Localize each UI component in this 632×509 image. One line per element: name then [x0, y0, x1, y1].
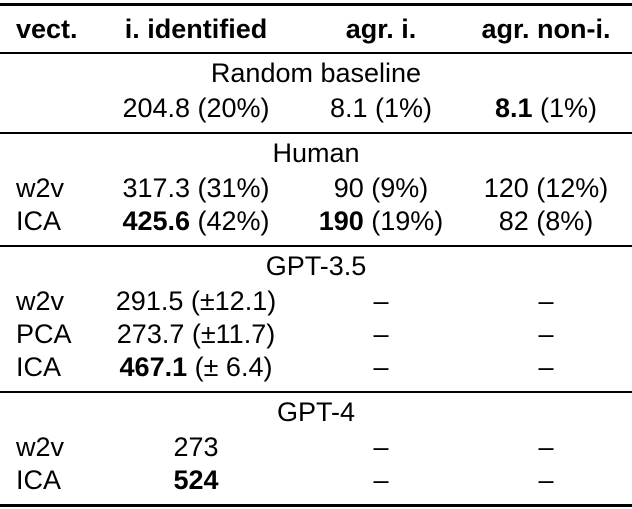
- section-title: Human: [272, 137, 360, 168]
- value: –: [373, 432, 389, 462]
- cell-vect: PCA: [16, 319, 72, 349]
- value-suffix: (12%): [528, 173, 609, 203]
- cell-identified: 204.8 (20%): [90, 92, 302, 133]
- value: 82: [498, 206, 529, 236]
- value-suffix: (20%): [190, 93, 270, 123]
- cell-vect: w2v: [16, 432, 65, 462]
- value: 90: [333, 173, 364, 203]
- value: 120: [483, 173, 529, 203]
- cell-agr-i: –: [302, 431, 460, 464]
- table-header: vect. i. identified agr. i. agr. non-i.: [0, 5, 632, 53]
- cell-identified: 273.7 (±11.7): [90, 318, 302, 351]
- value: 204.8: [122, 93, 191, 123]
- section-gpt-3-5: GPT-3.5 w2v 291.5 (±12.1) – – PCA 273.7 …: [0, 246, 632, 392]
- cell-agr-non-i: 8.1 (1%): [460, 92, 632, 133]
- cell-identified: 425.6 (42%): [90, 205, 302, 246]
- value-suffix: (± 6.4): [187, 352, 273, 382]
- value: 317.3: [122, 173, 191, 203]
- table-row: w2v 273 – –: [0, 431, 632, 464]
- section-title: GPT-4: [276, 396, 356, 427]
- value: –: [538, 319, 554, 349]
- section-title: Random baseline: [210, 57, 422, 88]
- value: 273: [173, 432, 219, 462]
- cell-identified: 317.3 (31%): [90, 172, 302, 205]
- table-row: ICA 524 – –: [0, 464, 632, 506]
- value: 425.6: [122, 206, 191, 236]
- value: –: [538, 432, 554, 462]
- value: 467.1: [119, 352, 188, 382]
- col-header-vect: vect.: [16, 13, 78, 44]
- cell-vect: w2v: [16, 173, 65, 203]
- cell-identified: 524: [90, 464, 302, 506]
- value-suffix: (31%): [190, 173, 270, 203]
- value: –: [373, 319, 389, 349]
- value-suffix: (42%): [190, 206, 270, 236]
- value-suffix: (±11.7): [184, 319, 276, 349]
- cell-agr-non-i: 82 (8%): [460, 205, 632, 246]
- value: 524: [173, 465, 219, 495]
- cell-agr-i: 190 (19%): [302, 205, 460, 246]
- table-row: 204.8 (20%) 8.1 (1%) 8.1 (1%): [0, 92, 632, 133]
- value: 291.5: [115, 286, 184, 316]
- cell-vect: [0, 92, 90, 133]
- value: –: [538, 465, 554, 495]
- section-title-row: GPT-3.5: [0, 246, 632, 285]
- cell-agr-non-i: 120 (12%): [460, 172, 632, 205]
- cell-identified: 291.5 (±12.1): [90, 285, 302, 318]
- cell-agr-non-i: –: [460, 285, 632, 318]
- table-row: PCA 273.7 (±11.7) – –: [0, 318, 632, 351]
- cell-vect: ICA: [16, 352, 62, 382]
- value-suffix: (9%): [363, 173, 429, 203]
- cell-identified: 273: [90, 431, 302, 464]
- cell-vect: ICA: [16, 465, 62, 495]
- header-row: vect. i. identified agr. i. agr. non-i.: [0, 5, 632, 53]
- section-title-row: GPT-4: [0, 392, 632, 431]
- cell-agr-i: –: [302, 285, 460, 318]
- value: –: [373, 465, 389, 495]
- section-title-row: Human: [0, 133, 632, 172]
- section-title-row: Random baseline: [0, 53, 632, 92]
- col-header-agr-non-i: agr. non-i.: [481, 13, 611, 44]
- col-header-identified: i. identified: [124, 13, 268, 44]
- value: 190: [318, 206, 364, 236]
- table-row: w2v 291.5 (±12.1) – –: [0, 285, 632, 318]
- value: –: [373, 352, 389, 382]
- section-title: GPT-3.5: [265, 250, 367, 281]
- cell-agr-non-i: –: [460, 431, 632, 464]
- cell-vect: ICA: [16, 206, 62, 236]
- value: –: [373, 286, 389, 316]
- value-suffix: (1%): [532, 93, 598, 123]
- results-table: vect. i. identified agr. i. agr. non-i. …: [0, 3, 632, 507]
- cell-agr-i: –: [302, 318, 460, 351]
- cell-agr-non-i: –: [460, 318, 632, 351]
- section-random-baseline: Random baseline 204.8 (20%) 8.1 (1%) 8.1…: [0, 53, 632, 133]
- table-row: w2v 317.3 (31%) 90 (9%) 120 (12%): [0, 172, 632, 205]
- value-suffix: (±12.1): [183, 286, 277, 316]
- table-row: ICA 425.6 (42%) 190 (19%) 82 (8%): [0, 205, 632, 246]
- cell-agr-non-i: –: [460, 351, 632, 392]
- table-row: ICA 467.1 (± 6.4) – –: [0, 351, 632, 392]
- cell-identified: 467.1 (± 6.4): [90, 351, 302, 392]
- col-header-agr-i: agr. i.: [345, 13, 417, 44]
- value: 8.1: [494, 93, 533, 123]
- value: –: [538, 286, 554, 316]
- value-suffix: (19%): [363, 206, 444, 236]
- value: 8.1: [329, 93, 368, 123]
- cell-agr-i: 90 (9%): [302, 172, 460, 205]
- value-suffix: (8%): [528, 206, 594, 236]
- value: –: [538, 352, 554, 382]
- cell-agr-i: –: [302, 464, 460, 506]
- value-suffix: (1%): [367, 93, 433, 123]
- cell-agr-i: –: [302, 351, 460, 392]
- value: 273.7: [116, 319, 185, 349]
- cell-vect: w2v: [16, 286, 65, 316]
- section-human: Human w2v 317.3 (31%) 90 (9%) 120 (12%) …: [0, 133, 632, 246]
- cell-agr-non-i: –: [460, 464, 632, 506]
- section-gpt-4: GPT-4 w2v 273 – – ICA 524 – –: [0, 392, 632, 506]
- cell-agr-i: 8.1 (1%): [302, 92, 460, 133]
